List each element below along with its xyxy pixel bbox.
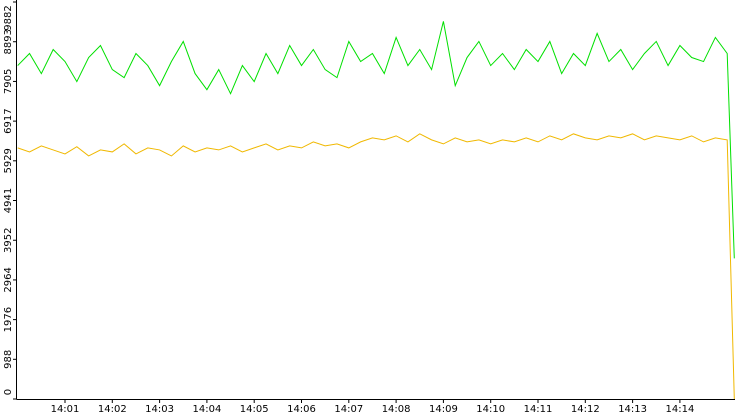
y-tick-label: 988 [3, 350, 14, 369]
x-tick-label: 14:11 [524, 404, 553, 415]
series-line [17, 21, 735, 259]
x-tick-label: 14:07 [334, 404, 363, 415]
y-tick-label: 4941 [3, 188, 14, 213]
y-tick-label: 3952 [3, 228, 14, 253]
y-tick-label: 2964 [3, 267, 14, 292]
x-tick-label: 14:06 [287, 404, 316, 415]
x-tick-label: 14:09 [429, 404, 458, 415]
y-tick-label: 6917 [3, 108, 14, 133]
y-tick-label: 8893 [3, 29, 14, 54]
x-tick-label: 14:10 [476, 404, 505, 415]
x-tick-label: 14:12 [571, 404, 600, 415]
y-tick-label: 5929 [3, 148, 14, 173]
y-tick-label: 9882 [3, 5, 14, 30]
series-line [17, 133, 735, 400]
x-tick-label: 14:05 [240, 404, 269, 415]
x-tick-label: 14:08 [382, 404, 411, 415]
y-tick-label: 1976 [3, 307, 14, 332]
x-tick-label: 14:03 [145, 404, 174, 415]
x-tick-label: 14:14 [665, 404, 694, 415]
y-tick-label: 0 [3, 389, 14, 395]
x-tick-label: 14:01 [51, 404, 80, 415]
x-tick-label: 14:13 [618, 404, 647, 415]
y-tick-label: 7905 [3, 69, 14, 94]
x-tick-label: 14:02 [98, 404, 127, 415]
x-tick-label: 14:04 [192, 404, 221, 415]
